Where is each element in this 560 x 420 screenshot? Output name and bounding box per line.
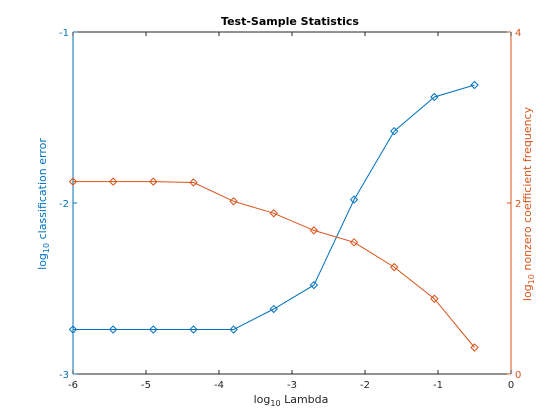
- plot-area: -6 -5 -4 -3 -2 -1 0 -3 -2 -1 0 2 4: [59, 28, 521, 391]
- y-axis-right-label-prefix: log: [521, 284, 534, 301]
- data-point-left: [229, 325, 238, 334]
- data-point-right: [430, 294, 439, 303]
- data-point-left: [269, 304, 278, 314]
- y-left-tick-label: -2: [59, 199, 69, 210]
- y-right-tick-label: 4: [515, 28, 521, 39]
- x-axis-label-prefix: log: [254, 393, 271, 406]
- y-right-tick-label: 0: [515, 370, 521, 381]
- x-tick-label: 0: [508, 380, 514, 391]
- y-axis-left-label-sub: 10: [42, 243, 51, 253]
- series-line-right: [73, 181, 475, 348]
- data-point-left: [470, 80, 479, 90]
- data-point-right: [269, 209, 278, 218]
- x-axis-label-suffix: Lambda: [281, 393, 329, 406]
- data-point-left: [149, 325, 158, 334]
- y-axis-left-label-prefix: log: [36, 253, 49, 270]
- y-left-tick-label: -3: [59, 370, 69, 381]
- data-point-left: [68, 325, 78, 334]
- x-tick-label: -4: [214, 380, 224, 391]
- data-point-right: [68, 177, 78, 186]
- y-axis-right-label-suffix: nonzero coefficient frequency: [521, 106, 534, 274]
- x-axis-label-sub: 10: [270, 399, 280, 408]
- x-tick-label: -2: [360, 380, 370, 391]
- data-point-right: [470, 343, 479, 352]
- data-point-left: [389, 126, 399, 136]
- chart-title: Test-Sample Statistics: [221, 15, 359, 28]
- data-point-left: [349, 195, 359, 204]
- data-point-right: [149, 177, 158, 186]
- data-point-right: [389, 262, 399, 272]
- data-point-left: [189, 325, 198, 334]
- data-point-right: [108, 177, 118, 186]
- y-axis-left-label: log10 classification error: [36, 138, 51, 270]
- x-tick-label: -6: [68, 380, 78, 391]
- y-right-tick-label: 2: [515, 199, 521, 210]
- data-point-left: [108, 325, 118, 334]
- data-point-right: [309, 226, 319, 235]
- y-axis-right-label: log10 nonzero coefficient frequency: [521, 106, 536, 301]
- x-tick-label: -5: [141, 380, 151, 391]
- data-point-right: [229, 197, 238, 206]
- data-point-left: [430, 92, 439, 102]
- y-axis-right-label-sub: 10: [527, 274, 536, 284]
- x-axis-label: log10 Lambda: [254, 393, 329, 408]
- data-point-right: [349, 238, 359, 247]
- x-tick-label: -3: [287, 380, 297, 391]
- y-axis-left-label-suffix: classification error: [36, 138, 49, 243]
- x-tick-label: -1: [433, 380, 443, 391]
- y-left-tick-label: -1: [59, 28, 69, 39]
- data-point-right: [189, 178, 198, 187]
- data-point-left: [309, 280, 319, 290]
- series-line-left: [73, 84, 475, 330]
